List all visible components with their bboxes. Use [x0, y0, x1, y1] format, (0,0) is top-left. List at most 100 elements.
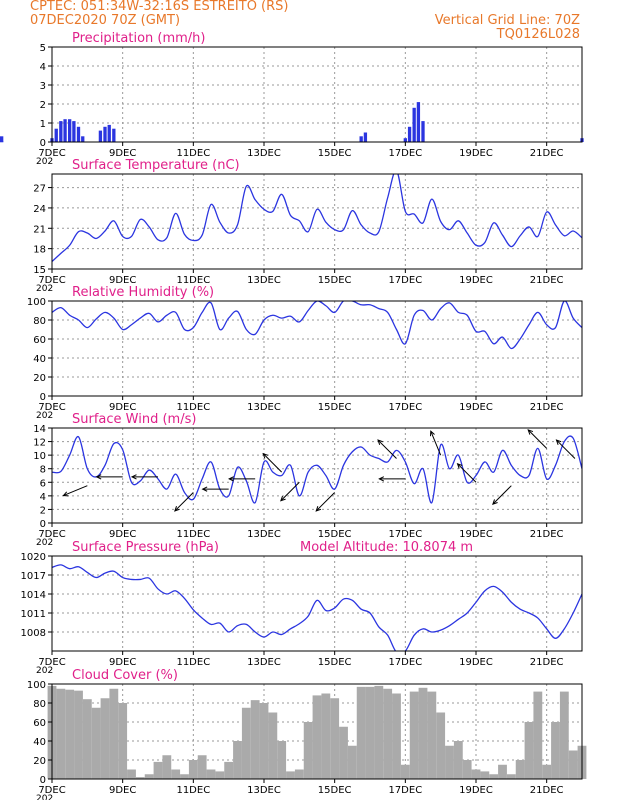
cloud-bar [471, 769, 481, 779]
cloud-bar [241, 707, 251, 779]
x-tick-label: 13DEC [247, 275, 281, 286]
panel-frame [51, 427, 583, 524]
precip-bar [81, 136, 85, 142]
y-tick-label: 60 [33, 335, 46, 346]
wind-arrow [201, 486, 229, 492]
year-fragment: 202 [36, 157, 53, 167]
cloud-bar [294, 769, 304, 779]
y-tick-label: 24 [33, 204, 46, 215]
x-tick-label: 19DEC [459, 529, 493, 540]
y-tick-label: 80 [33, 699, 46, 710]
precip-bar [63, 119, 67, 142]
cloud-bar [224, 761, 234, 779]
wind-arrow [228, 476, 256, 482]
precip-bar [72, 121, 76, 142]
cloud-bar [383, 688, 393, 779]
x-tick-label: 9DEC [109, 148, 136, 159]
precip-bar [407, 126, 412, 142]
wind-arrow [95, 474, 123, 480]
x-tick-label: 17DEC [388, 529, 422, 540]
cloud-bar [409, 691, 419, 779]
cloud-bar [392, 693, 401, 779]
x-tick-label: 7DEC [38, 148, 65, 159]
x-tick-label: 19DEC [459, 402, 493, 413]
x-tick-label: 7DEC [38, 402, 65, 413]
cloud-bar [215, 771, 225, 779]
x-tick-label: 15DEC [318, 785, 352, 796]
y-tick-label: 0 [40, 775, 46, 786]
x-tick-label: 13DEC [247, 657, 281, 668]
cloud-bar [206, 769, 216, 779]
y-tick-label: 40 [33, 354, 46, 365]
panel-frame [51, 173, 583, 270]
x-tick-label: 19DEC [459, 785, 493, 796]
cloud-bar [312, 695, 322, 779]
year-fragment: 202 [36, 794, 53, 800]
panel-title: Relative Humidity (%) [72, 285, 214, 300]
y-tick-label: 1008 [21, 628, 46, 639]
cloud-bar [82, 699, 92, 779]
cloud-bar [533, 691, 543, 779]
x-tick-label: 19DEC [459, 148, 493, 159]
cloud-bar [365, 686, 375, 779]
y-tick-label: 3 [40, 81, 46, 92]
y-tick-label: 60 [33, 718, 46, 729]
x-tick-label: 11DEC [176, 402, 210, 413]
wind-arrow [62, 485, 88, 497]
y-tick-label: 10 [33, 451, 46, 462]
precip-bar [112, 128, 116, 142]
cloud-bar [356, 686, 366, 779]
cloud-bar [339, 726, 348, 779]
y-tick-label: 4 [40, 492, 46, 503]
cloud-bar [109, 688, 119, 779]
x-tick-label: 11DEC [176, 529, 210, 540]
header-model: TQ0126L028 [496, 27, 580, 42]
cloud-bar [127, 769, 136, 779]
y-tick-label: 8 [40, 465, 46, 476]
header-run-date: 07DEC2020 70Z (GMT) [30, 13, 181, 28]
panel-humidity: 0 20 40 60 80 100 7DEC 9DEC 11DEC 13DEC 15DEC 17DEC… [27, 285, 583, 421]
x-tick-label: 9DEC [109, 529, 136, 540]
wind-arrow [527, 429, 548, 449]
x-tick-label: 17DEC [388, 402, 422, 413]
cloud-bar [427, 691, 437, 779]
y-tick-label: 21 [33, 224, 46, 235]
cloud-bar [74, 690, 83, 779]
y-tick-label: 2 [40, 505, 46, 516]
x-tick-label: 19DEC [459, 275, 493, 286]
x-tick-label: 13DEC [247, 402, 281, 413]
y-tick-label: 100 [27, 680, 46, 691]
wind-arrow [492, 485, 512, 505]
cloud-bar [436, 712, 446, 779]
x-tick-label: 17DEC [388, 785, 422, 796]
precip-bar [103, 126, 107, 142]
cloud-bar [188, 760, 198, 779]
cloud-bar [347, 745, 357, 779]
wind-arrow [174, 492, 194, 512]
cloud-bar [268, 712, 278, 779]
x-tick-label: 21DEC [530, 402, 564, 413]
y-tick-label: 0 [40, 519, 46, 530]
panel-cloud: 0 20 40 60 80 100 7DEC 9DEC 11DEC 13DEC 15DEC 17DEC… [27, 668, 587, 800]
x-tick-label: 9DEC [109, 657, 136, 668]
cloud-bar [135, 777, 145, 779]
precip-bar [412, 107, 416, 142]
header-location: CPTEC: 051:34W-32:16S ESTREITO (RS) [30, 0, 289, 14]
cloud-bar [480, 771, 490, 779]
wind-arrow [280, 481, 300, 502]
x-tick-label: 21DEC [530, 785, 564, 796]
cloud-bar [515, 760, 525, 779]
x-tick-label: 11DEC [176, 148, 210, 159]
cloud-bar [118, 703, 128, 779]
year-fragment: 202 [36, 284, 53, 294]
y-tick-label: 4 [40, 62, 46, 73]
series-line [52, 174, 582, 263]
x-tick-label: 17DEC [388, 657, 422, 668]
y-tick-label: 18 [33, 245, 46, 256]
cloud-bar [551, 722, 560, 779]
x-tick-label: 15DEC [318, 529, 352, 540]
y-tick-label: 40 [33, 737, 46, 748]
cloud-bar [400, 764, 410, 779]
cloud-bar [489, 774, 499, 779]
